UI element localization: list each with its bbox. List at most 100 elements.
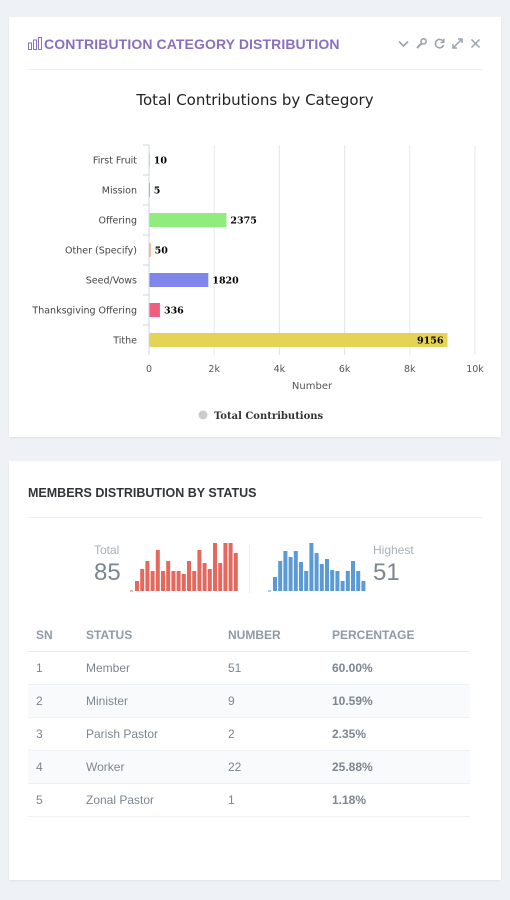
spark-bar (288, 557, 293, 591)
widget-header: CONTRIBUTION CATEGORY DISTRIBUTION (28, 17, 482, 70)
spark-bar (335, 571, 340, 591)
category-label: Other (Specify) (65, 246, 137, 257)
chart-title: Total Contributions by Category (135, 91, 373, 109)
x-tick-label: 4k (274, 364, 286, 375)
table-row: 3 Parish Pastor 2 2.35% (28, 717, 470, 751)
row-percentage: 60.00% (324, 651, 470, 685)
legend-marker (198, 410, 208, 420)
spark-bar (278, 561, 283, 591)
row-percentage: 10.59% (324, 684, 470, 718)
category-label: Thanksgiving Offering (31, 306, 137, 317)
spark-bar (330, 570, 335, 591)
spark-bar (161, 571, 165, 591)
table-row: 4 Worker 22 25.88% (28, 750, 470, 784)
spark-bar (140, 569, 145, 591)
spark-bar (340, 581, 345, 591)
data-label: 10 (154, 156, 168, 167)
bar[interactable] (149, 273, 209, 287)
spark-bar (293, 551, 298, 591)
category-label: Seed/Vows (86, 276, 137, 287)
spark-bar (273, 577, 277, 591)
chevron-down-icon[interactable] (397, 37, 410, 50)
value-axis: 0 2k 4k 6k 8k 10k (146, 364, 484, 375)
total-value: 85 (94, 559, 121, 586)
spark-bar (309, 543, 314, 591)
wrench-icon[interactable] (415, 37, 428, 50)
widget-title: MEMBERS DISTRIBUTION BY STATUS (28, 486, 257, 500)
row-number: 2 (220, 717, 324, 751)
row-number: 22 (220, 750, 324, 784)
x-tick-label: 0 (146, 364, 152, 375)
data-label: 5 (154, 186, 161, 197)
refresh-icon[interactable] (433, 37, 446, 50)
row-number: 9 (220, 684, 324, 718)
category-label: Mission (102, 186, 137, 197)
spark-bar (304, 571, 309, 591)
col-percentage: PERCENTAGE (324, 618, 470, 652)
row-sn: 4 (28, 750, 78, 784)
spark-bar (319, 564, 324, 591)
spark-bar (155, 550, 160, 591)
close-icon[interactable] (469, 37, 482, 50)
spark-bar (345, 571, 350, 591)
row-sn: 2 (28, 684, 78, 718)
row-number: 1 (220, 783, 324, 817)
chart-legend[interactable]: Total Contributions (198, 410, 324, 423)
x-tick-label: 6k (339, 364, 351, 375)
highest-label: Highest (373, 543, 414, 557)
spark-bar (171, 571, 176, 591)
data-label: 1820 (212, 276, 239, 287)
col-number: NUMBER (220, 618, 324, 652)
row-sn: 1 (28, 651, 78, 685)
table-header-row: SN STATUS NUMBER PERCENTAGE (28, 618, 470, 652)
spark-bar (218, 563, 223, 591)
total-label: Total (94, 543, 120, 557)
bar[interactable] (149, 333, 448, 347)
row-sn: 3 (28, 717, 78, 751)
data-label: 9156 (417, 336, 444, 347)
spark-bar (351, 561, 355, 591)
category-label: Offering (99, 216, 137, 227)
spark-bar (202, 563, 207, 591)
spark-bar (176, 571, 181, 591)
spark-bar (197, 550, 202, 591)
spark-bar (135, 581, 139, 591)
row-status: Parish Pastor (78, 717, 220, 751)
bar[interactable] (149, 243, 151, 257)
spark-bar (207, 569, 212, 591)
spark-bar (314, 553, 319, 591)
category-label: First Fruit (93, 156, 137, 167)
row-status: Member (78, 651, 220, 685)
widget-title: CONTRIBUTION CATEGORY DISTRIBUTION (44, 36, 340, 52)
spark-bar (145, 561, 150, 591)
x-tick-label: 10k (466, 364, 484, 375)
chart-grid (213, 145, 476, 355)
total-sparkline (130, 543, 238, 592)
spark-bar (283, 551, 288, 591)
data-label: 2375 (230, 216, 256, 227)
x-tick-label: 8k (404, 364, 416, 375)
spark-bar (213, 543, 217, 591)
header-divider (28, 517, 482, 518)
col-sn: SN (28, 618, 78, 652)
row-status: Worker (78, 750, 220, 784)
contributions-bar-chart: Total Contributions by Category 10 5 2375 5… (31, 91, 484, 423)
highest-sparkline (268, 543, 366, 592)
highest-stat: Highest 51 (373, 543, 414, 587)
total-stat: Total 85 (94, 543, 121, 587)
table-row: 1 Member 51 60.00% (28, 651, 470, 685)
widget-tools (397, 37, 482, 51)
chart-bars: 10 5 2375 50 1820 336 9156 (149, 153, 448, 347)
data-label: 50 (155, 246, 169, 257)
bar[interactable] (149, 213, 227, 227)
spark-bar (223, 543, 228, 591)
status-table: SN STATUS NUMBER PERCENTAGE 1 Member 51 … (28, 618, 470, 817)
bar-chart-icon (28, 37, 42, 50)
members-distribution-widget: MEMBERS DISTRIBUTION BY STATUS Total 85 … (9, 461, 501, 880)
expand-icon[interactable] (451, 37, 464, 50)
row-sn: 5 (28, 783, 78, 817)
bar[interactable] (149, 303, 160, 317)
row-percentage: 1.18% (324, 783, 470, 817)
row-status: Zonal Pastor (78, 783, 220, 817)
row-percentage: 25.88% (324, 750, 470, 784)
